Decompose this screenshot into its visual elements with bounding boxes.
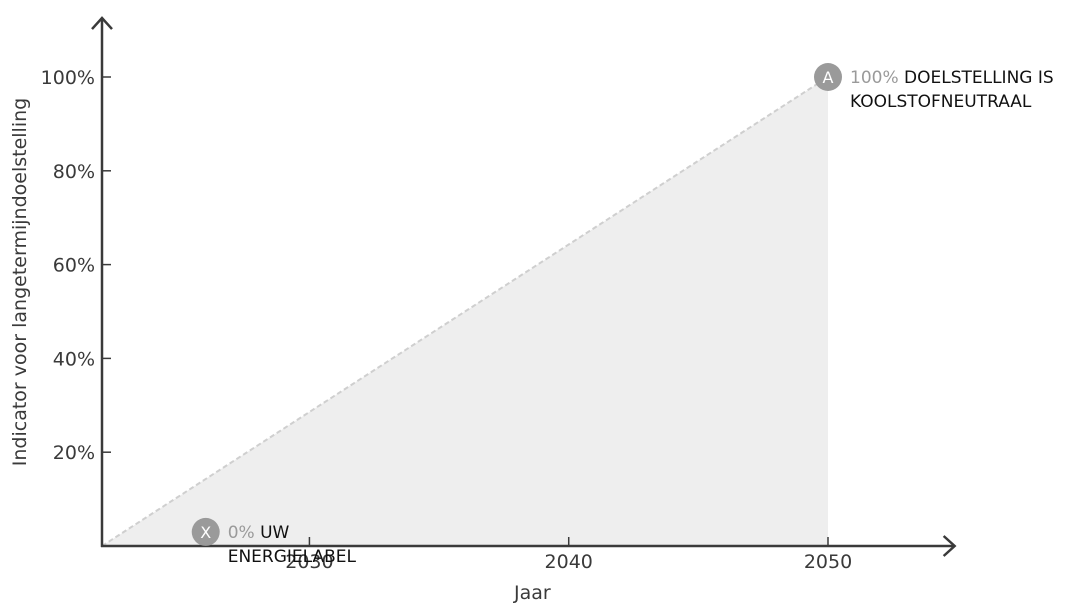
marker-start-letter: X: [200, 523, 211, 542]
marker-start-dot: [191, 517, 220, 546]
marker-start-percent: 0%: [228, 523, 260, 543]
y-tick-label: 80%: [53, 161, 95, 183]
x-tick-label: 2040: [545, 551, 593, 573]
marker-end-label: 100% DOELSTELLING IS: [850, 68, 1054, 88]
x-axis-arrow: [942, 535, 957, 557]
y-ticks: 20% 40% 60% 80% 100%: [41, 67, 111, 464]
marker-end-text-line: KOOLSTOFNEUTRAAL: [850, 92, 1032, 112]
trend-line: [101, 76, 829, 547]
x-tick-label: 2050: [804, 551, 852, 573]
marker-end-dot: [814, 63, 842, 91]
marker-start-text-line: UW: [260, 523, 289, 543]
marker-end-text-line: DOELSTELLING IS: [904, 68, 1054, 88]
marker-end-percent: 100%: [850, 68, 904, 88]
markers: X 0% UW ENERGIELABEL A 100% DOELSTELLING IS K…: [191, 63, 1054, 567]
y-axis-arrow: [91, 16, 113, 30]
y-tick-label: 100%: [41, 67, 95, 89]
marker-start-label: 0% UW: [228, 523, 290, 543]
marker-start-text-line: ENERGIELABEL: [228, 547, 357, 567]
marker-end-letter: A: [823, 68, 834, 87]
x-tick-label: 2030: [285, 551, 333, 573]
x-axis-title: Jaar: [513, 582, 551, 603]
y-tick-label: 60%: [53, 255, 95, 277]
marker-start: X 0% UW ENERGIELABEL: [191, 517, 357, 567]
y-tick-label: 20%: [53, 442, 95, 464]
y-tick-label: 40%: [53, 348, 95, 370]
x-ticks: 2030 2040 2050: [285, 537, 852, 573]
y-axis-title: Indicator voor langetermijndoelstelling: [9, 98, 31, 466]
marker-end: A 100% DOELSTELLING IS KOOLSTOFNEUTRAAL: [814, 63, 1054, 112]
